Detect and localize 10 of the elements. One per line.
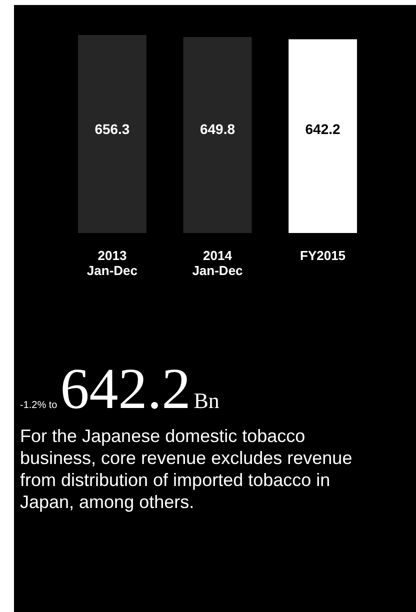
text: Bn [194, 388, 220, 413]
text: For the Japanese domestic tobacco business, core revenue excludes revenue from distribution of imported tobacco in Japan, among others. [20, 425, 354, 513]
data-label: 649.8 [200, 121, 236, 137]
data-label: 656.3 [94, 121, 130, 137]
x-tick-label: 2013 Jan-Dec [86, 248, 138, 278]
x-tick-label: 2014 Jan-Dec [192, 248, 243, 278]
text: 642.2 [60, 356, 191, 421]
x-tick-label: FY2015 [300, 248, 346, 263]
data-label: 642.2 [305, 121, 341, 137]
text: -1.2% to [20, 400, 58, 411]
